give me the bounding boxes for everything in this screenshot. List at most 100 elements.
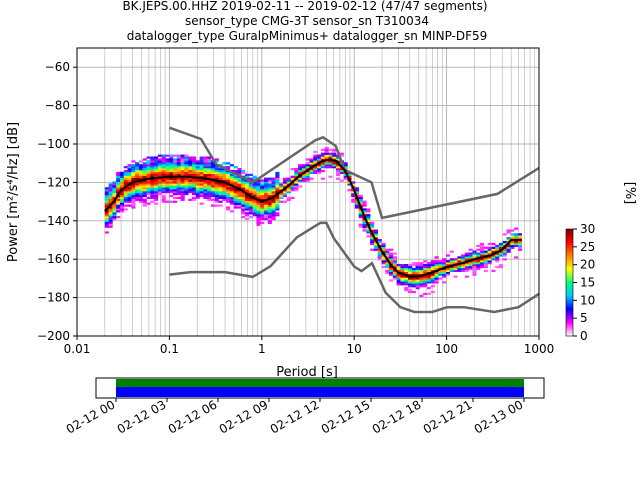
mode-line <box>104 158 522 278</box>
heatmap-cell <box>116 206 121 209</box>
heatmap-cell <box>377 258 382 261</box>
heatmap-cell <box>252 200 257 203</box>
heatmap-cell <box>438 260 443 263</box>
heatmap-cell <box>442 262 447 265</box>
heatmap-cell <box>191 164 197 167</box>
heatmap-cell <box>233 179 238 182</box>
heatmap-cell <box>146 179 151 182</box>
heatmap-cell <box>373 237 378 240</box>
heatmap-cell <box>275 202 280 205</box>
heatmap-cell <box>252 189 257 192</box>
heatmap-cell <box>502 248 507 251</box>
heatmap-cell <box>309 164 314 167</box>
heatmap-cell <box>472 250 477 253</box>
heatmap-cell <box>135 181 140 184</box>
heatmap-cell <box>207 173 212 176</box>
heatmap-cell <box>480 250 485 253</box>
heatmap-cell <box>298 185 303 188</box>
heatmap-cell <box>389 260 394 263</box>
heatmap-cell <box>119 208 125 211</box>
heatmap-cell <box>165 169 170 173</box>
heatmap-cell <box>457 265 462 269</box>
heatmap-cell <box>324 164 329 167</box>
heatmap-cell <box>252 192 257 196</box>
heatmap-cell <box>408 283 413 286</box>
heatmap-cell <box>180 168 185 171</box>
heatmap-cell <box>150 162 155 165</box>
heatmap-cell <box>165 158 170 161</box>
heatmap-cell <box>195 169 200 173</box>
heatmap-cell <box>180 183 185 186</box>
heatmap-cell <box>423 277 428 280</box>
heatmap-cell <box>498 264 504 267</box>
heatmap-cell <box>445 260 451 263</box>
heatmap-cell <box>370 235 375 238</box>
heatmap-cell <box>154 189 159 192</box>
heatmap-cell <box>218 183 223 186</box>
heatmap-cell <box>203 196 208 200</box>
heatmap-cell <box>498 254 504 257</box>
heatmap-cell <box>514 240 519 244</box>
coverage-green <box>116 379 524 387</box>
heatmap-cell <box>495 256 500 259</box>
heatmap-cell <box>165 173 170 176</box>
heatmap-cell <box>502 240 507 244</box>
heatmap-cell <box>150 166 155 169</box>
heatmap-cell <box>461 264 466 267</box>
heatmap-cell <box>400 281 405 284</box>
x-tick-label: 1000 <box>524 342 555 356</box>
heatmap-cell <box>426 281 432 284</box>
heatmap-cell <box>438 265 443 269</box>
heatmap-cell <box>104 202 109 205</box>
heatmap-cell <box>207 156 212 159</box>
heatmap-cell <box>195 179 200 182</box>
heatmap-cell <box>135 164 140 167</box>
heatmap-cell <box>161 189 166 192</box>
heatmap-cell <box>157 166 162 169</box>
heatmap-cell <box>180 169 185 173</box>
heatmap-cell <box>218 192 223 196</box>
heatmap-cell <box>146 160 151 163</box>
heatmap-cell <box>271 198 276 201</box>
heatmap-cell <box>188 169 193 173</box>
heatmap-cell <box>218 204 223 207</box>
heatmap-cell <box>260 221 265 224</box>
heatmap-cell <box>373 248 378 251</box>
heatmap-cell <box>191 185 197 188</box>
heatmap-cell <box>146 164 151 167</box>
heatmap-cell <box>214 194 219 198</box>
heatmap-cell <box>188 168 193 171</box>
heatmap-cell <box>203 158 208 161</box>
heatmap-cell <box>233 202 238 205</box>
heatmap-cell <box>195 185 200 188</box>
heatmap-cell <box>138 181 144 184</box>
heatmap-cell <box>218 171 223 175</box>
heatmap-cell <box>252 202 257 205</box>
heatmap-cell <box>400 283 405 286</box>
heatmap-cell <box>188 171 193 175</box>
heatmap-cell <box>483 252 488 255</box>
heatmap-cell <box>305 158 310 161</box>
heatmap-cell <box>366 208 371 211</box>
heatmap-cell <box>112 191 117 194</box>
heatmap-cell <box>199 191 204 194</box>
heatmap-cell <box>229 187 234 190</box>
heatmap-cell <box>343 162 348 165</box>
heatmap-cell <box>442 275 447 278</box>
heatmap-cell <box>214 158 219 161</box>
heatmap-cell <box>449 260 454 263</box>
heatmap-cell <box>127 179 132 182</box>
heatmap-cell <box>502 233 507 236</box>
heatmap-cell <box>377 240 382 244</box>
heatmap-cell <box>195 164 200 167</box>
heatmap-cell <box>483 269 488 272</box>
heatmap-cell <box>256 185 261 188</box>
heatmap-cell <box>328 162 333 165</box>
heatmap-cell <box>180 171 185 175</box>
heatmap-cell <box>173 177 178 180</box>
heatmap-cell <box>510 233 515 236</box>
heatmap-cell <box>146 191 151 194</box>
heatmap-cell <box>430 265 435 269</box>
heatmap-cell <box>396 264 401 267</box>
heatmap-cell <box>320 177 325 180</box>
